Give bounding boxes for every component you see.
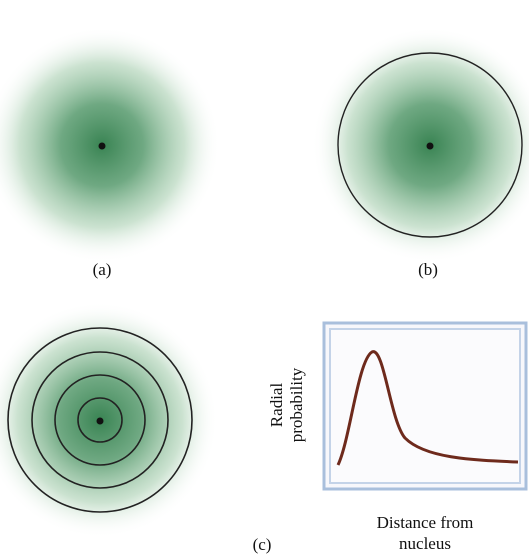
panel-label: (b): [418, 260, 438, 279]
radial-curve: [336, 350, 519, 466]
nucleus: [98, 142, 106, 150]
nucleus: [96, 417, 104, 425]
nucleus: [426, 142, 434, 150]
x-axis-label: nucleus: [399, 534, 451, 553]
y-axis-label: Radial: [267, 383, 286, 428]
panel-label: (a): [93, 260, 112, 279]
y-axis-label: probability: [287, 367, 306, 442]
panel-label: (c): [253, 535, 272, 554]
shell-circles: [7, 327, 193, 513]
graph-inner-frame: [329, 328, 521, 484]
electron-cloud: [0, 302, 218, 538]
electron-cloud: [312, 27, 529, 263]
boundary-circle: [337, 52, 523, 238]
electron-cloud: [0, 27, 220, 263]
x-axis-label: Distance from: [377, 513, 474, 532]
